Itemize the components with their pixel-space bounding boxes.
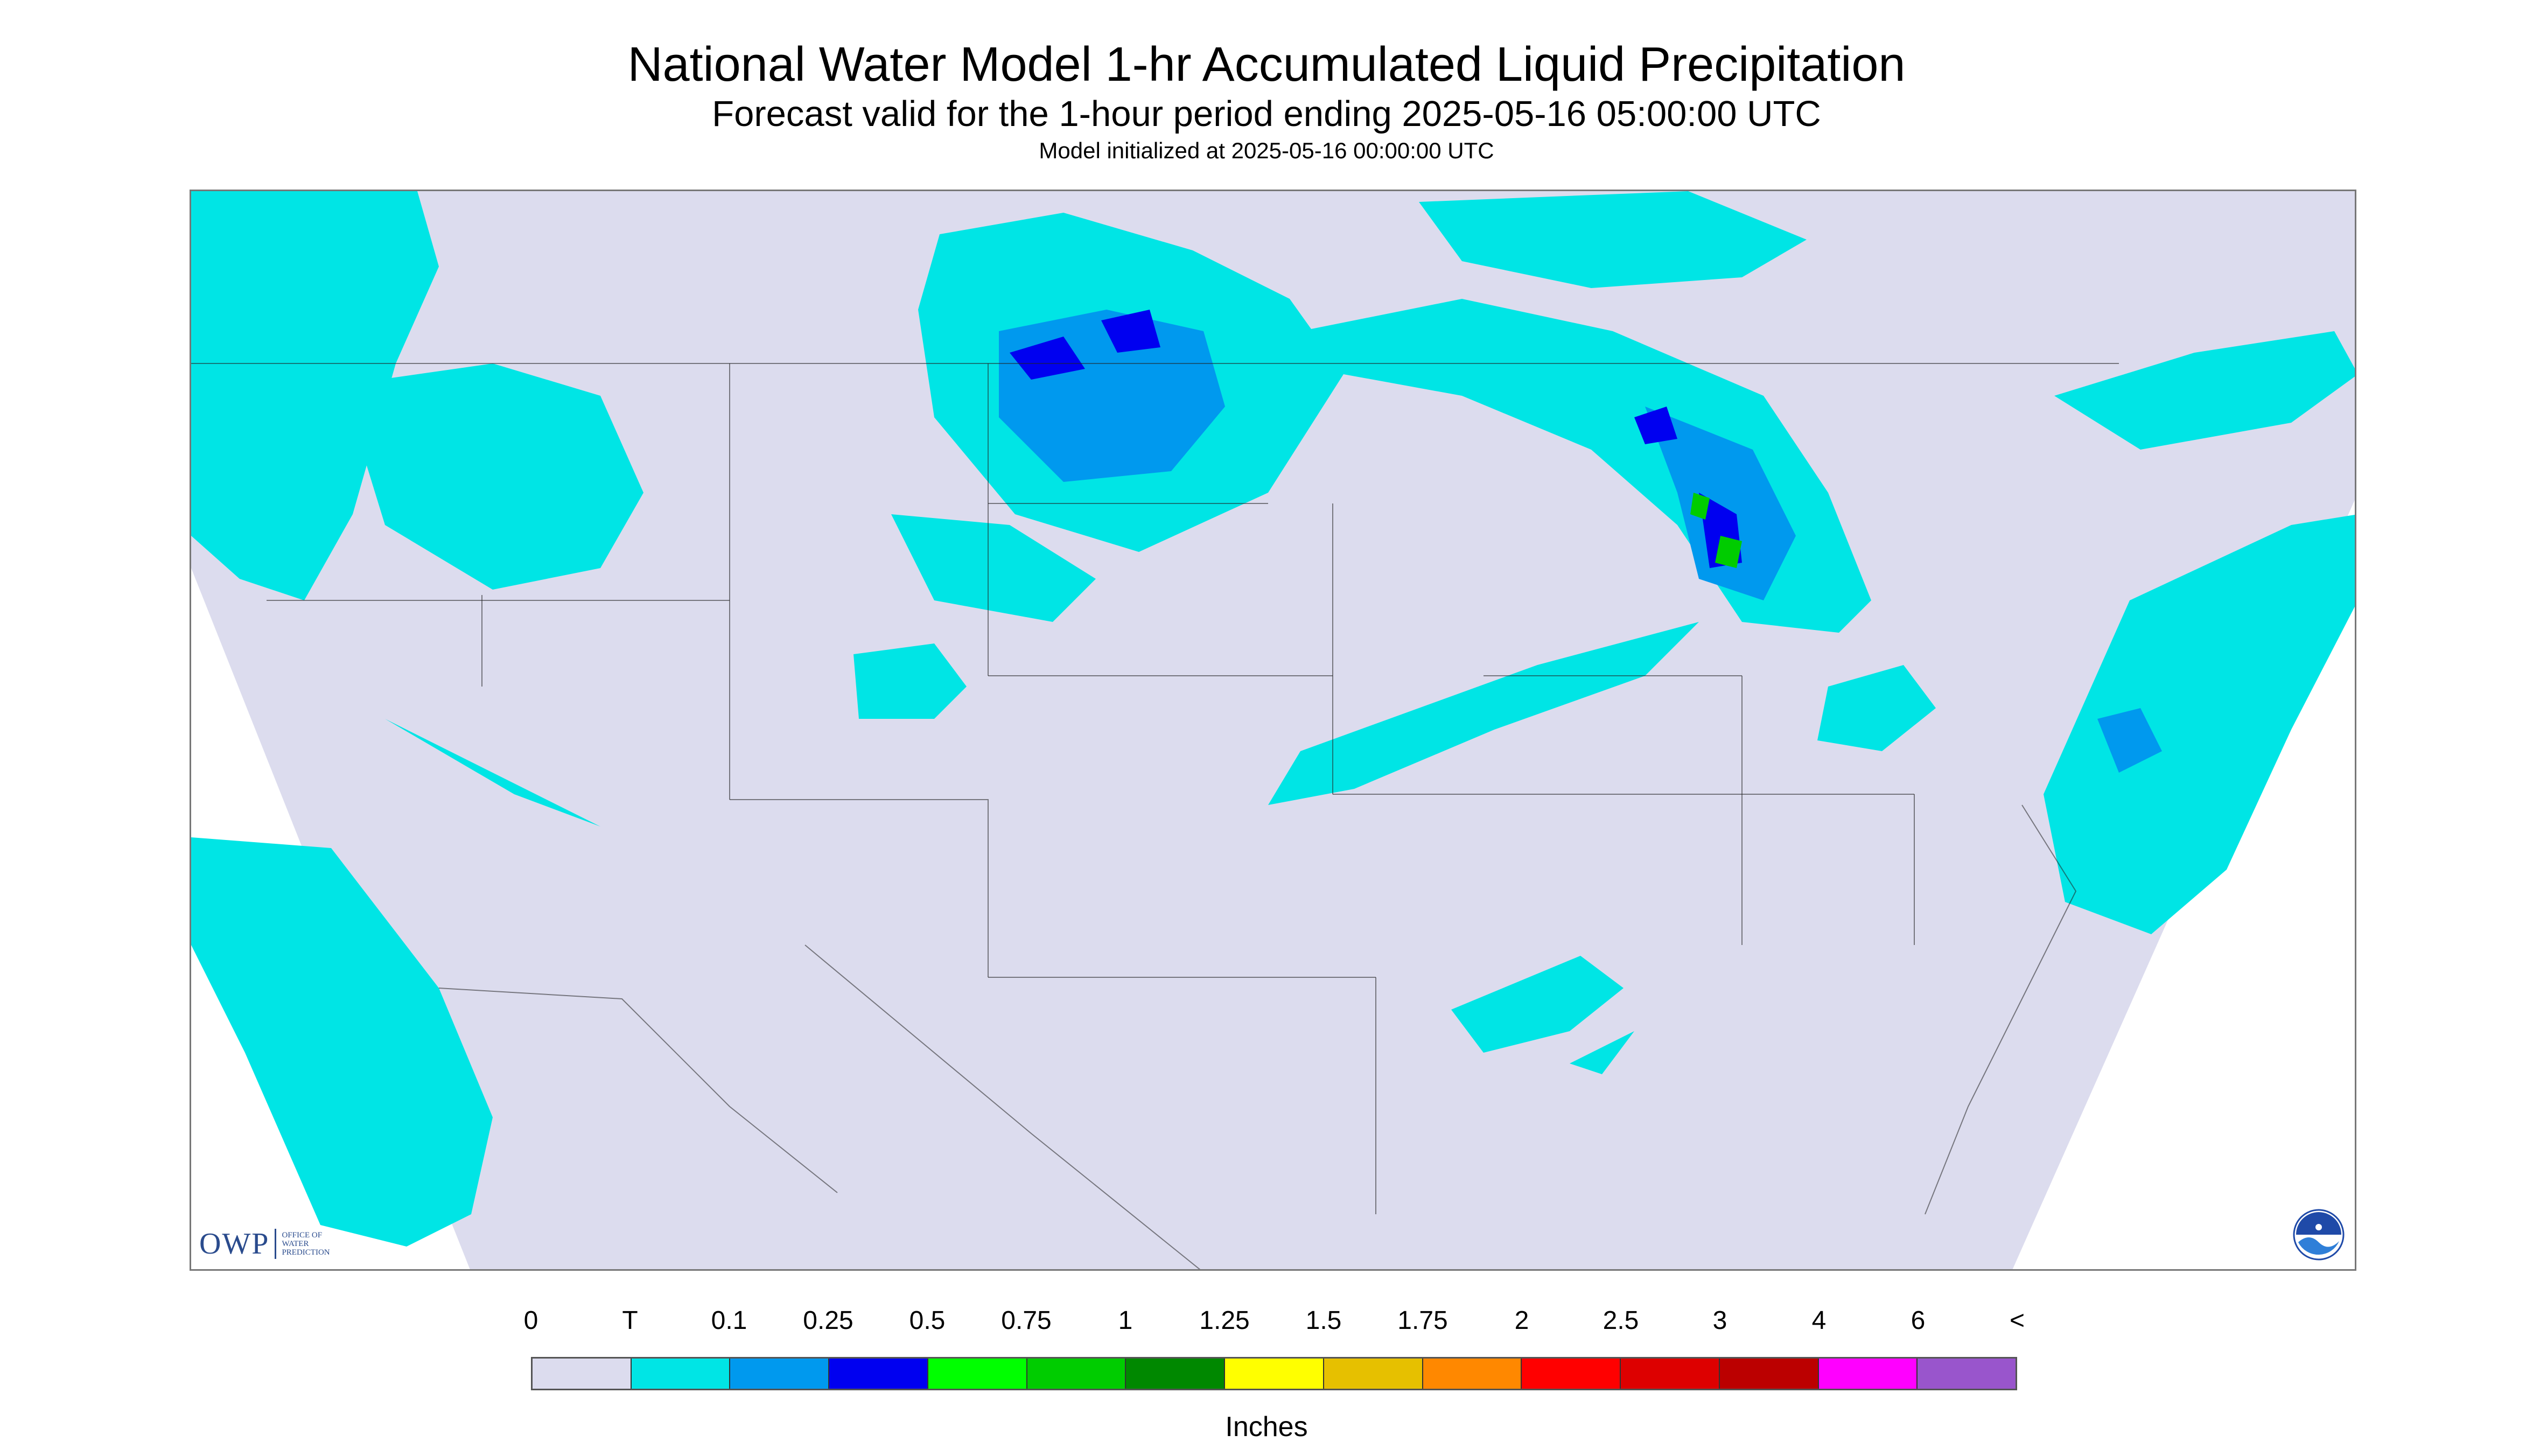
legend-swatch bbox=[1918, 1359, 2016, 1389]
precipitation-map bbox=[190, 190, 2356, 1271]
legend-swatch bbox=[1225, 1359, 1324, 1389]
legend-swatch bbox=[1522, 1359, 1621, 1389]
owp-logo-divider bbox=[275, 1229, 277, 1259]
state-borders bbox=[191, 363, 2119, 1269]
legend-units-label: Inches bbox=[1225, 1411, 1308, 1443]
legend-swatch bbox=[928, 1359, 1027, 1389]
precip-light-areas bbox=[191, 191, 2355, 1247]
legend-swatch bbox=[631, 1359, 731, 1389]
noaa-logo-icon bbox=[2293, 1209, 2345, 1261]
legend-tick-label: 3 bbox=[1712, 1306, 1727, 1335]
legend-tick-label: 0.1 bbox=[711, 1306, 747, 1335]
legend-swatch bbox=[1027, 1359, 1126, 1389]
legend-tick-label: 2.5 bbox=[1603, 1306, 1639, 1335]
legend-swatch bbox=[1719, 1359, 1819, 1389]
legend-tick-labels: 0 T 0.1 0.25 0.5 0.75 1 1.25 1.5 1.75 2 2.5 3 4 6 < bbox=[524, 1306, 2025, 1338]
legend-swatch bbox=[1423, 1359, 1522, 1389]
legend-swatch bbox=[1818, 1359, 1918, 1389]
legend-tick-label: 2 bbox=[1514, 1306, 1529, 1335]
chart-subtitle: Forecast valid for the 1-hour period end… bbox=[712, 94, 1821, 134]
legend-tick-label: 6 bbox=[1911, 1306, 1926, 1335]
legend-swatch bbox=[1621, 1359, 1720, 1389]
legend-tick-label: T bbox=[622, 1306, 638, 1335]
legend-swatch bbox=[533, 1359, 632, 1389]
legend-tick-label: 0.25 bbox=[803, 1306, 853, 1335]
legend-tick-label: < bbox=[2009, 1306, 2025, 1335]
legend-tick-label: 0 bbox=[523, 1306, 538, 1335]
legend-swatch bbox=[829, 1359, 928, 1389]
legend-tick-label: 4 bbox=[1811, 1306, 1827, 1335]
legend-tick-label: 0.5 bbox=[909, 1306, 946, 1335]
model-domain bbox=[191, 191, 2355, 1269]
model-init-text: Model initialized at 2025-05-16 00:00:00… bbox=[1039, 138, 1494, 163]
legend-tick-label: 0.75 bbox=[1001, 1306, 1052, 1335]
legend-tick-label: 1.5 bbox=[1305, 1306, 1342, 1335]
owp-logo: OWP OFFICE OF WATER PREDICTION bbox=[199, 1227, 357, 1261]
legend-swatch bbox=[1324, 1359, 1423, 1389]
map-canvas bbox=[191, 191, 2355, 1269]
owp-logo-text: OFFICE OF WATER PREDICTION bbox=[282, 1231, 330, 1257]
chart-title: National Water Model 1-hr Accumulated Li… bbox=[627, 38, 1906, 92]
legend-swatch bbox=[730, 1359, 830, 1389]
legend-tick-label: 1.75 bbox=[1397, 1306, 1448, 1335]
precip-green-areas bbox=[1690, 493, 1742, 568]
legend-colorbar bbox=[531, 1357, 2017, 1390]
legend-swatch bbox=[1126, 1359, 1226, 1389]
owp-logo-mark: OWP bbox=[199, 1227, 270, 1261]
legend-tick-label: 1.25 bbox=[1199, 1306, 1250, 1335]
legend-tick-label: 1 bbox=[1118, 1306, 1133, 1335]
